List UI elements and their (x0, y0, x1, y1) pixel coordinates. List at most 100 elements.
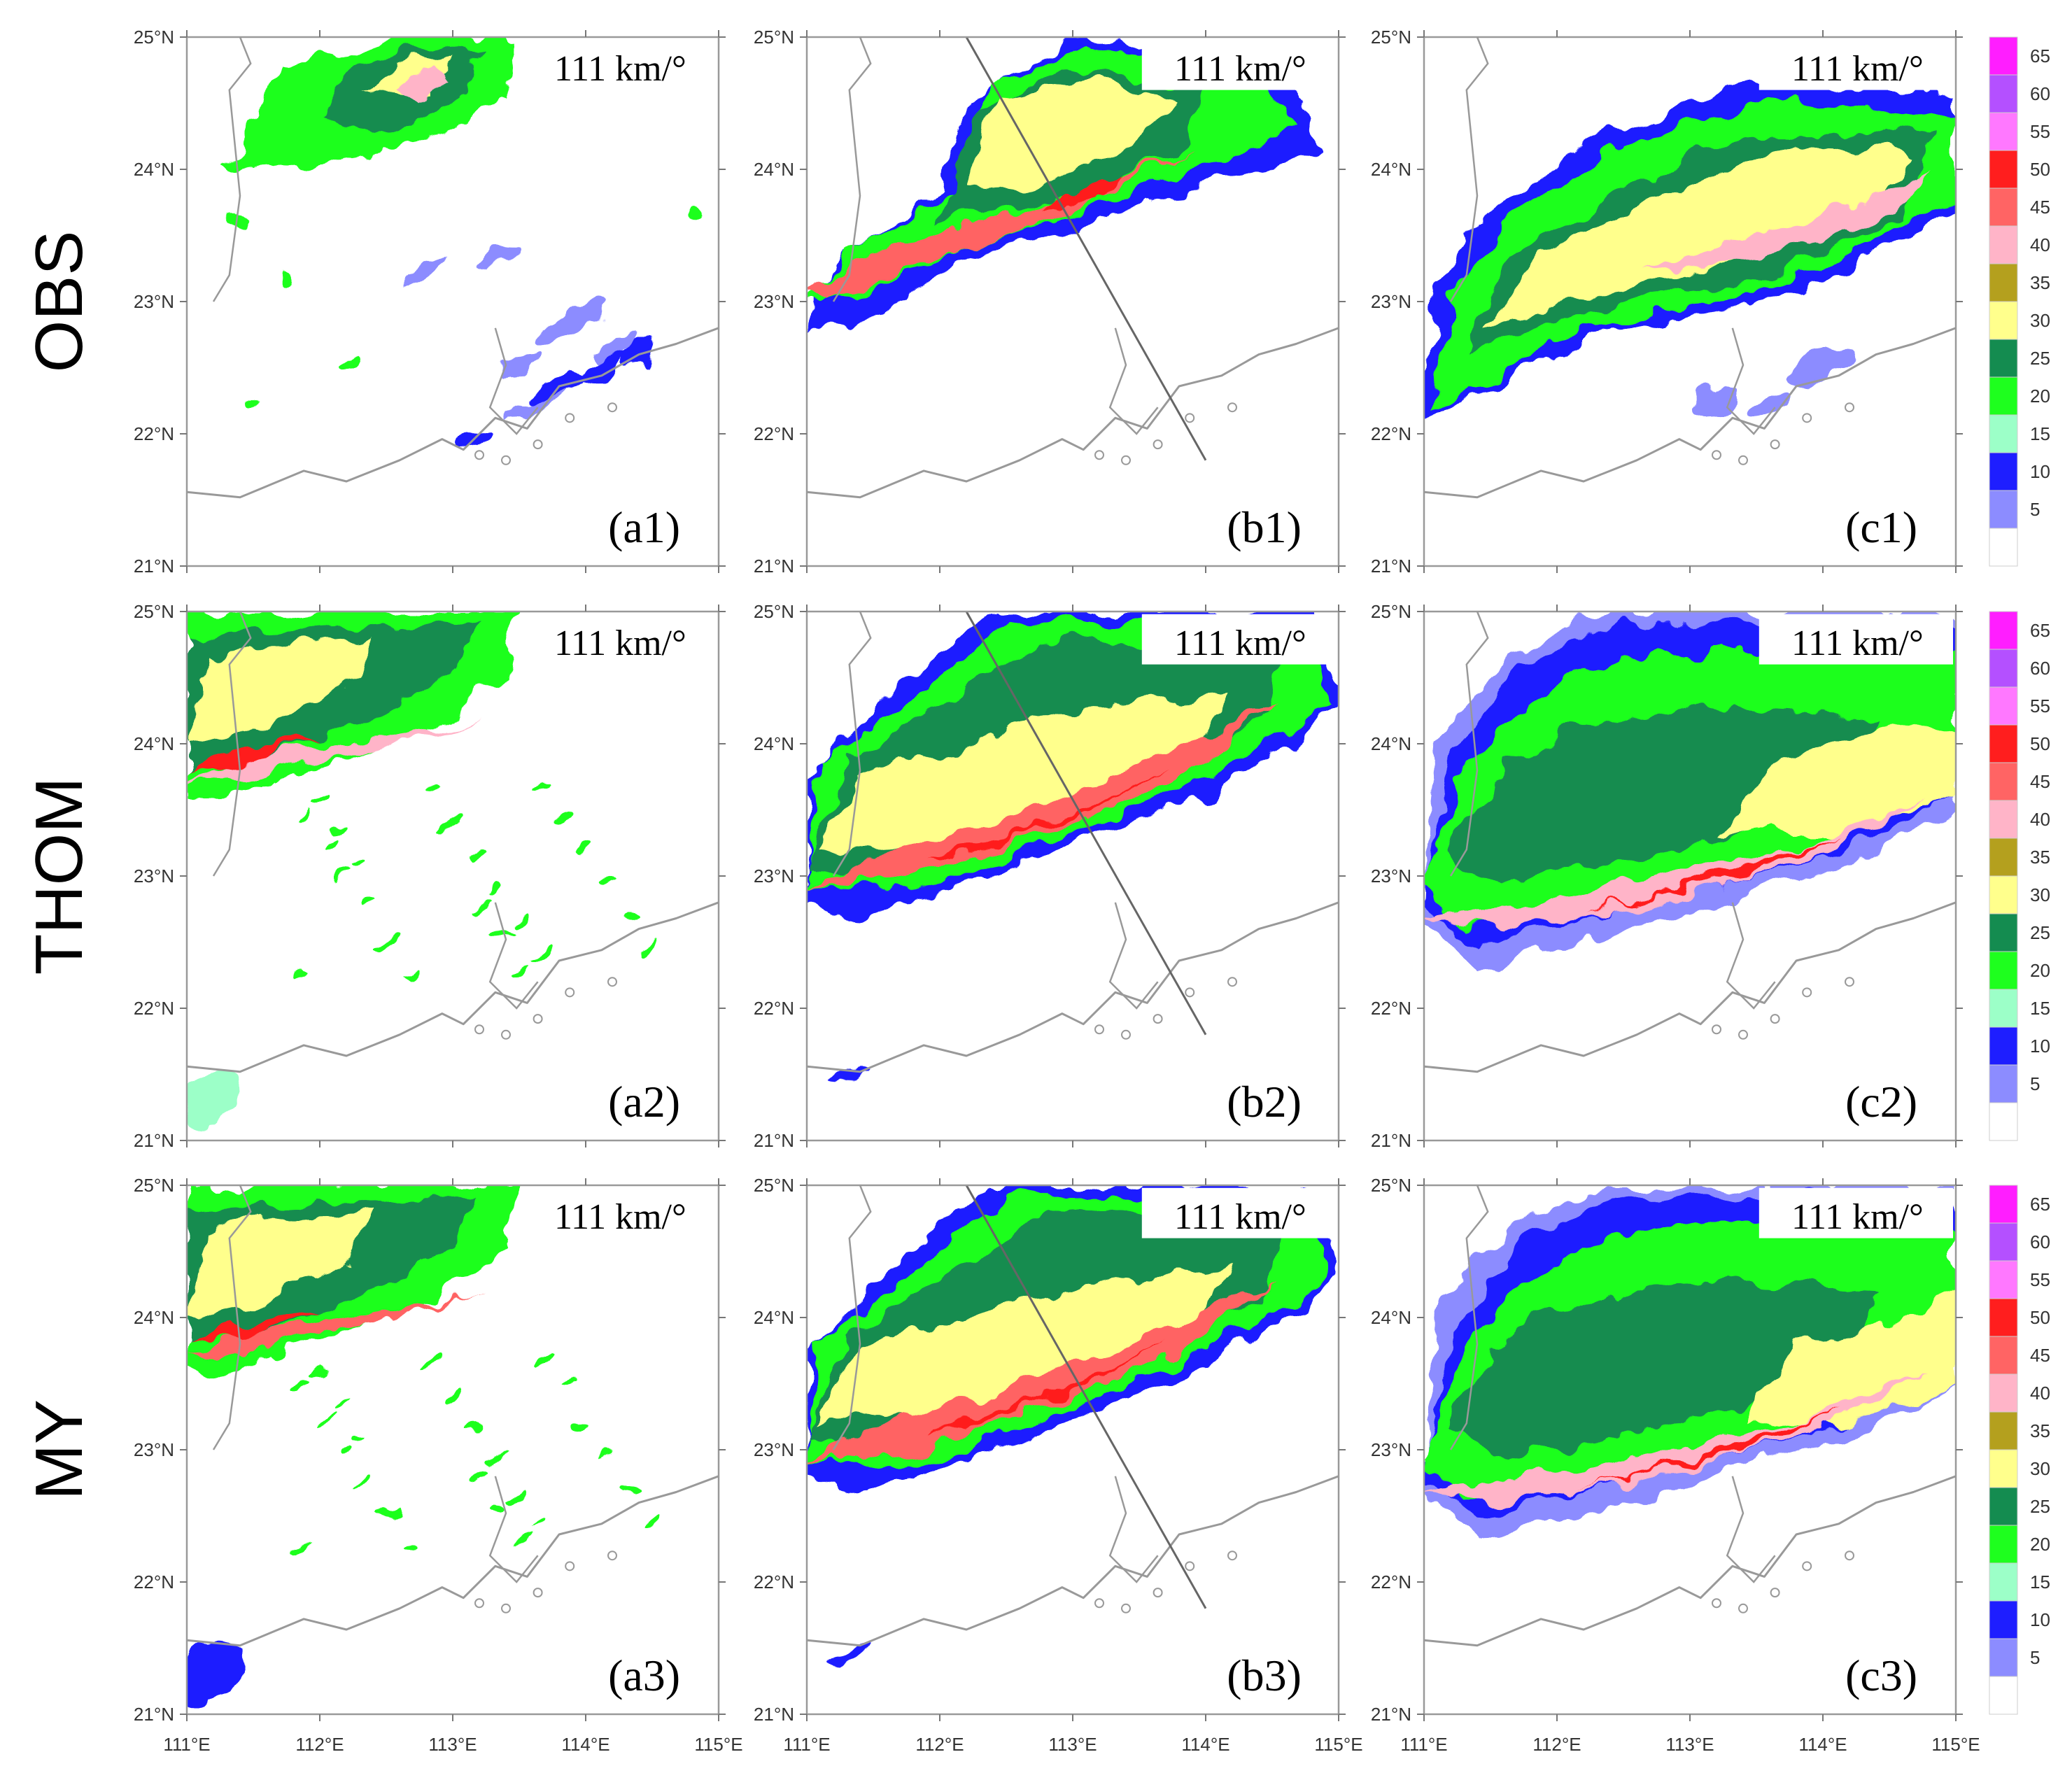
reflectivity-field (187, 1185, 658, 1709)
map-panel-b1: 111 km/° (b1) (800, 30, 1346, 573)
map-panel-a2: 111 km/° (a2) (180, 605, 726, 1147)
reflectivity-field (1424, 612, 1956, 972)
cross-section-line (965, 611, 1207, 1036)
colorbar-segment (1989, 1487, 2018, 1526)
colorbar-segment (1989, 1373, 2018, 1413)
colorbar-label: 5 (2030, 1073, 2040, 1094)
panel-label: (b3) (1227, 1651, 1302, 1700)
lon-tick-label: 115°E (1931, 1734, 1980, 1755)
scale-label-box (1759, 1187, 1953, 1238)
colorbar-label: 15 (2030, 423, 2050, 444)
colorbar-segment (1989, 1102, 2018, 1141)
colorbar-label: 5 (2030, 499, 2040, 520)
colorbar-segment (1989, 800, 2018, 839)
colorbar-segment (1989, 112, 2018, 151)
map-panel-a1: 111 km/° (a1) (180, 30, 726, 573)
colorbar-label: 65 (2030, 620, 2050, 641)
colorbar-segment (1989, 1185, 2018, 1224)
colorbar-segment (1989, 1638, 2018, 1677)
colorbar-segment (1989, 1026, 2018, 1066)
row-label-thom: THOM (22, 777, 97, 975)
colorbar-label: 55 (2030, 695, 2050, 716)
scale-label-box (521, 614, 716, 665)
lat-tick-label: 25°N (134, 601, 174, 622)
colorbar-label: 25 (2030, 922, 2050, 943)
colorbar-label: 60 (2030, 1231, 2050, 1252)
colorbar-label: 40 (2030, 234, 2050, 255)
coastline (187, 1185, 719, 1647)
colorbar-segment (1989, 36, 2018, 76)
lon-tick-label: 115°E (694, 1734, 742, 1755)
lat-tick-label: 24°N (134, 733, 174, 754)
lon-tick-label: 114°E (561, 1734, 609, 1755)
colorbar-segment (1989, 1336, 2018, 1375)
colorbar-segment (1989, 838, 2018, 877)
lat-tick-label: 24°N (1371, 159, 1411, 180)
lat-tick-label: 22°N (134, 1571, 174, 1592)
coastline (1424, 37, 1956, 499)
reflectivity-field (1424, 1185, 1956, 1546)
colorbar-segment (1989, 1064, 2018, 1103)
lat-tick-label: 21°N (754, 556, 794, 577)
lon-tick-label: 114°E (1181, 1734, 1229, 1755)
colorbar-label: 25 (2030, 348, 2050, 369)
lon-tick-label: 112°E (295, 1734, 344, 1755)
colorbar-label: 15 (2030, 998, 2050, 1019)
colorbar-label: 45 (2030, 771, 2050, 792)
reflectivity-field (229, 37, 701, 445)
scale-label: 111 km/° (1174, 623, 1306, 663)
colorbar-segment (1989, 188, 2018, 227)
colorbar-label: 50 (2030, 1307, 2050, 1328)
lon-tick-label: 115°E (1314, 1734, 1362, 1755)
panel-label: (a2) (608, 1077, 680, 1126)
scale-label: 111 km/° (1174, 1197, 1306, 1237)
lat-tick-label: 21°N (754, 1704, 794, 1725)
lat-tick-label: 21°N (134, 1130, 174, 1151)
colorbar-segment (1989, 1411, 2018, 1450)
lat-tick-label: 22°N (1371, 1571, 1411, 1592)
lat-tick-label: 23°N (134, 1439, 174, 1460)
lon-tick-label: 111°E (1400, 1734, 1447, 1755)
scale-label: 111 km/° (554, 49, 686, 89)
map-panel-c2: 111 km/° (c2) (1417, 605, 1963, 1147)
scale-label: 111 km/° (1791, 1197, 1924, 1237)
lat-tick-label: 25°N (754, 1175, 794, 1196)
map-panel-b3: 111 km/° (b3) (800, 1178, 1346, 1721)
cross-section-line (965, 1185, 1207, 1609)
colorbar-segment (1989, 724, 2018, 763)
lat-tick-label: 25°N (134, 1175, 174, 1196)
panel-label: (c3) (1845, 1651, 1917, 1700)
lat-tick-label: 25°N (754, 601, 794, 622)
colorbar-label: 30 (2030, 884, 2050, 905)
colorbar-label: 25 (2030, 1496, 2050, 1517)
panel-label: (b2) (1227, 1077, 1302, 1126)
colorbar-label: 65 (2030, 45, 2050, 66)
colorbar: 5 10 15 20 25 30 35 40 45 50 55 60 65 (1989, 1185, 2050, 1715)
lat-tick-label: 22°N (1371, 423, 1411, 444)
colorbar-segment (1989, 875, 2018, 914)
colorbar-label: 35 (2030, 847, 2050, 868)
colorbar-segment (1989, 611, 2018, 650)
lat-tick-label: 22°N (754, 423, 794, 444)
row-label-obs: OBS (22, 230, 97, 373)
lat-tick-label: 25°N (134, 27, 174, 48)
scale-label: 111 km/° (1791, 49, 1924, 89)
colorbar-label: 20 (2030, 960, 2050, 981)
coastline (187, 37, 719, 499)
lat-tick-label: 23°N (134, 866, 174, 887)
lat-tick-label: 22°N (754, 998, 794, 1019)
lat-tick-label: 22°N (754, 1571, 794, 1592)
lon-tick-label: 112°E (915, 1734, 964, 1755)
colorbar-segment (1989, 1525, 2018, 1564)
lat-tick-label: 23°N (134, 291, 174, 312)
colorbar-label: 5 (2030, 1647, 2040, 1668)
colorbar-segment (1989, 951, 2018, 990)
colorbar-segment (1989, 913, 2018, 952)
colorbar-label: 40 (2030, 1383, 2050, 1404)
colorbar-label: 50 (2030, 159, 2050, 180)
lat-tick-label: 25°N (754, 27, 794, 48)
lat-tick-label: 21°N (134, 1704, 174, 1725)
lat-tick-label: 21°N (1371, 556, 1411, 577)
colorbar-label: 40 (2030, 809, 2050, 830)
